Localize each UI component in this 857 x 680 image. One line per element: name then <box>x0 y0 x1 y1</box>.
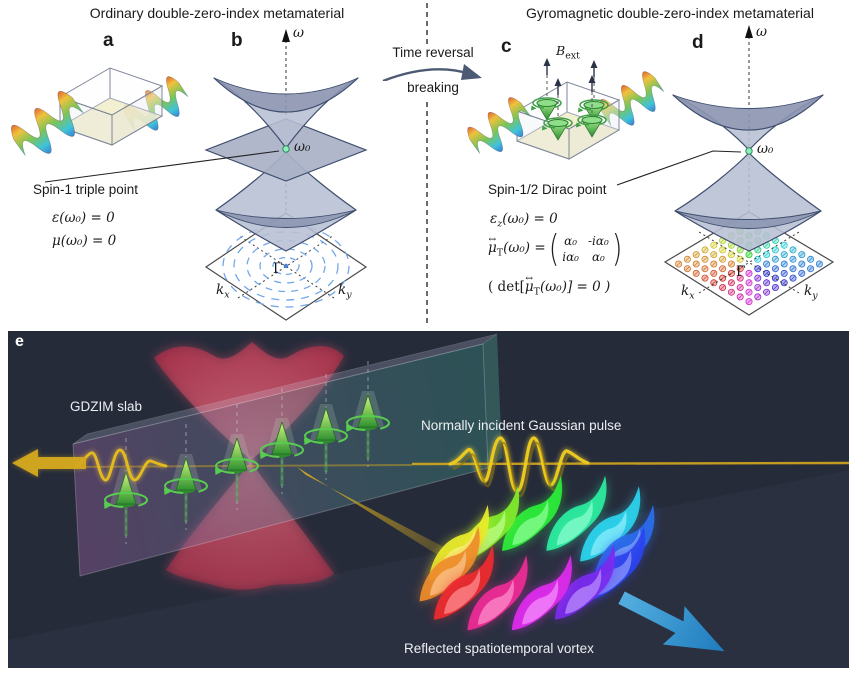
breaking-label: breaking <box>378 80 488 96</box>
omega-axis-label-b: ω <box>293 25 305 41</box>
incident-pulse-label: Normally incident Gaussian pulse <box>421 418 622 433</box>
floor-shading <box>8 470 849 668</box>
omega0-label-d: ω₀ <box>757 141 774 157</box>
omega0-label-b: ω₀ <box>294 139 311 155</box>
left-section-title: Ordinary double-zero-index metamaterial <box>89 5 345 21</box>
mu-tensor-equation: ↔ μT(ω₀) = ( α₀ -iα₀ iα₀ α₀ ) <box>488 228 623 271</box>
reflected-vortex-label: Reflected spatiotemporal vortex <box>404 641 594 656</box>
triple-point-callout-line <box>44 150 280 183</box>
panel-d-diagram <box>616 25 835 316</box>
panel-c-illustration <box>463 57 671 163</box>
time-reversal-arrow <box>382 64 482 83</box>
determinant-equation: ( det[↔ μT(ω₀)] = 0 ) <box>488 273 611 298</box>
gamma-label-b: Γ <box>273 261 283 277</box>
epsilon-equation-b: ε(ω₀) = 0 <box>52 210 115 226</box>
panel-c-label: c <box>501 36 512 57</box>
panel-a-illustration <box>6 67 195 167</box>
right-section-title: Gyromagnetic double-zero-index metamater… <box>526 5 814 21</box>
panel-b-label: b <box>231 30 243 51</box>
panel-d-label: d <box>692 32 704 53</box>
epsilon-z-equation: εz(ω₀) = 0 <box>490 211 558 230</box>
transmitted-arrow-left <box>12 449 86 477</box>
spin-half-callout-label: Spin-1/2 Dirac point <box>488 182 607 197</box>
gdzim-slab-label: GDZIM slab <box>70 399 143 414</box>
spin1-callout-label: Spin-1 triple point <box>33 182 139 197</box>
ky-label-b: ky <box>338 282 352 301</box>
transmitted-pulse-wave <box>74 447 168 483</box>
panel-a-label: a <box>103 30 114 51</box>
mu-tensor-matrix: α₀ -iα₀ iα₀ α₀ <box>562 234 609 264</box>
panel-e-scene <box>8 331 850 668</box>
omega-axis-label-d: ω <box>756 24 768 40</box>
panel-b-diagram <box>44 29 368 321</box>
reflected-beam <box>297 467 482 575</box>
reflected-arrow-blue <box>618 591 725 652</box>
ky-label-d: ky <box>804 283 818 302</box>
dirac-point-callout-line <box>616 150 742 186</box>
time-reversal-label: Time reversal <box>378 45 488 61</box>
panel-e-label: e <box>15 333 24 350</box>
gamma-label-d: Γ <box>736 264 746 280</box>
b-ext-label: Bext <box>556 43 580 62</box>
kx-label-b: kx <box>216 282 230 301</box>
mu-equation-b: μ(ω₀) = 0 <box>52 233 117 249</box>
matrix-left-paren: ( <box>548 228 560 271</box>
matrix-right-paren: ) <box>611 228 623 271</box>
kx-label-d: kx <box>681 283 695 302</box>
